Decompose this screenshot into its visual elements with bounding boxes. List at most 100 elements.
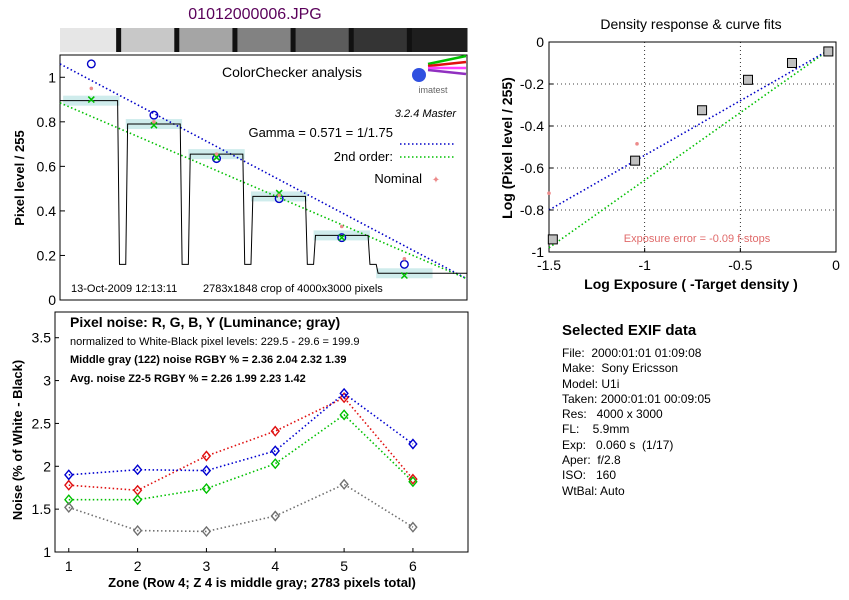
noise-y-tick-label: 3 [43,373,51,389]
density-measured-point [630,155,641,166]
strip-divider [116,28,122,52]
noise-y-tick-label: 2.5 [32,415,52,431]
strip-segment [408,28,468,52]
noise-subtitle-normalized: normalized to White-Black pixel levels: … [70,336,360,348]
noise-chart: 1 2 3 4 5 6 1 1.5 2 2.5 3 3.5 Pixel noise: R, G, B,… [10,311,469,590]
colorchecker-fit-lines [59,63,468,280]
strip-segment [234,28,294,52]
exif-line-res: Res: 4000 x 3000 [562,407,663,422]
noise-point [408,476,418,488]
density-x-tick-label: -1 [638,257,651,273]
colorchecker-chart: 0 0.2 0.4 0.6 0.8 1 ColorChecker analysis 3.2… [12,54,468,308]
legend-gamma-label: Gamma = 0.571 = 1/1.75 [248,125,393,140]
exif-line-model: Model: U1i [562,376,620,391]
gamma-point [337,233,347,243]
colorchecker-y-tick-label: 0.8 [37,114,57,130]
colorchecker-y-ticks: 0 0.2 0.4 0.6 0.8 1 [37,69,65,308]
noise-series-line [68,392,414,476]
colorchecker-y-tick-label: 0.6 [37,158,57,174]
density-y-tick-label: 0 [536,34,544,50]
exif-line-make: Make: Sony Ericsson [562,361,679,376]
footer-date: 13-Oct-2009 12:13:11 [71,283,177,295]
noise-point [201,464,212,477]
density-title: Density response & curve fits [600,16,781,32]
gamma-point [86,59,96,69]
exif-line-taken: Taken: 2000:01:01 00:09:05 [562,391,711,406]
noise-point [201,482,212,495]
noise-ticks: 1 2 3 4 5 6 1 1.5 2 2.5 3 3.5 [32,330,418,574]
colorchecker-y-label: Pixel level / 255 [12,130,27,225]
noise-x-tick-label: 3 [203,558,211,574]
density-grid [548,41,837,253]
gamma-fit-line [59,63,468,280]
strip-segment [350,28,410,52]
nominal-point [339,224,344,229]
strip-segment [292,28,352,52]
noise-x-tick-label: 2 [134,558,142,574]
nominal-point [89,86,94,91]
noise-point [339,387,349,400]
noise-point [408,438,418,450]
noise-plot-area [54,311,469,553]
noise-series-line [68,396,414,492]
density-second-order-line [548,49,829,249]
density-y-tick-label: -0.4 [520,118,544,134]
noise-point [339,392,349,404]
noise-x-label: Zone (Row 4; Z 4 is middle gray; 2783 pi… [108,575,416,590]
noise-point [201,450,212,462]
noise-point [339,478,349,490]
noise-subtitle-middle-gray: Middle gray (122) noise RGBY % = 2.36 2.… [70,354,346,366]
noise-point [132,494,143,506]
second-order-point [213,153,221,161]
noise-y-tick-label: 1 [43,544,51,560]
density-x-tick-label: 0 [832,257,840,273]
density-response-chart: -1.5 -1 -0.5 00-0.2-0.4-0.6-0.8-1 Density r… [499,16,840,292]
noise-point [132,464,143,476]
noise-x-tick-label: 5 [340,558,348,574]
noise-series-line [68,483,414,533]
strip-divider [406,28,412,52]
density-nominal-point [547,191,551,195]
noise-point [270,445,280,457]
noise-point [339,409,349,421]
exif-line-exp: Exp: 0.060 s (1/17) [562,437,674,452]
gray-strip [60,28,468,52]
density-markers [547,46,834,245]
exif-line-iso: ISO: 160 [562,468,617,483]
second-order-point [338,234,346,242]
noise-point [408,521,418,533]
density-y-label: Log (Pixel level / 255) [499,77,515,219]
exif-line-file: File: 2000:01:01 01:09:08 [562,346,702,360]
density-measured-point [697,105,708,116]
noise-point [132,524,143,537]
strip-segment [60,28,119,52]
legend-nominal-marker: ✦ [432,175,440,186]
density-x-label: Log Exposure ( -Target density ) [584,276,798,292]
exif-line-aper: Aper: f/2.8 [562,453,621,468]
nominal-point [402,256,407,261]
noise-point [64,501,74,514]
noise-point [408,473,418,485]
noise-y-tick-label: 3.5 [32,330,52,346]
version-text: 3.2.4 Master [395,108,457,120]
colorchecker-y-tick-label: 0 [48,292,56,308]
density-x-tick-label: -1.5 [537,257,561,273]
density-fit-lines [548,49,829,249]
exif-line-fl: FL: 5.9mm [562,422,630,437]
second-order-point [87,96,95,104]
noise-point [270,510,280,522]
colorchecker-y-tick-label: 0.2 [37,247,57,263]
density-plot-area [548,41,837,253]
gamma-point [149,110,159,120]
noise-series-line [68,413,414,501]
colorchecker-y-tick-label: 0.4 [37,203,57,219]
density-ticks: -1.5 -1 -0.5 00-0.2-0.4-0.6-0.8-1 [520,34,840,273]
exif-line-wtbal: WtBal: Auto [562,483,625,498]
density-nominal-point [635,142,639,146]
noise-x-tick-label: 6 [409,558,417,574]
second-order-point [275,189,283,197]
noise-point [64,479,74,491]
noise-point [201,525,212,538]
colorchecker-plot-area [59,54,468,301]
